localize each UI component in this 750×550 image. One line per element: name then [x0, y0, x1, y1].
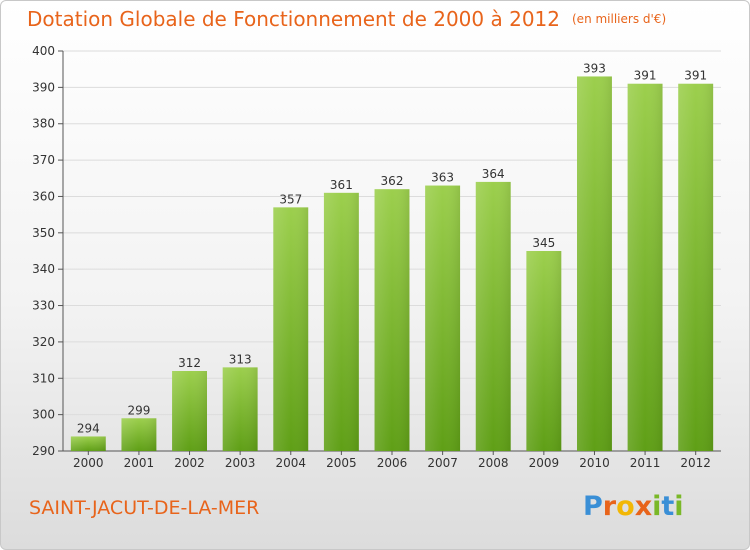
y-tick-label: 290: [32, 444, 55, 458]
y-tick-label: 350: [32, 226, 55, 240]
x-tick-label: 2001: [124, 456, 155, 470]
bar-shade: [121, 418, 157, 451]
bar-shade: [576, 76, 612, 452]
logo-letter: x: [634, 491, 653, 522]
bar-value-label: 364: [482, 167, 505, 181]
bar-shade: [172, 371, 208, 451]
logo-letter: t: [661, 491, 675, 522]
logo-letter: r: [602, 491, 617, 522]
chart-subtitle: (en milliers d'€): [572, 12, 667, 26]
bar-shade: [222, 367, 258, 451]
y-tick-label: 370: [32, 153, 55, 167]
y-tick-label: 360: [32, 189, 55, 203]
bar-shade: [627, 83, 663, 452]
y-tick-label: 310: [32, 371, 55, 385]
x-tick-label: 2006: [377, 456, 408, 470]
chart-title: Dotation Globale de Fonctionnement de 20…: [27, 7, 666, 31]
x-tick-label: 2003: [225, 456, 256, 470]
bar-shade: [323, 192, 359, 451]
x-tick-label: 2010: [579, 456, 610, 470]
bar-shade: [678, 83, 714, 452]
x-tick-label: 2004: [275, 456, 306, 470]
bar-shade: [273, 207, 309, 451]
logo-letter: i: [674, 491, 684, 522]
bar-value-label: 345: [532, 236, 555, 250]
x-tick-label: 2011: [630, 456, 661, 470]
bar-value-label: 391: [634, 69, 657, 83]
x-tick-label: 2007: [427, 456, 458, 470]
y-tick-label: 380: [32, 117, 55, 131]
proxiti-logo: Proxiti: [583, 491, 684, 522]
x-tick-label: 2012: [680, 456, 711, 470]
logo-letter: o: [616, 491, 635, 522]
bar-value-label: 361: [330, 178, 353, 192]
city-name: SAINT-JACUT-DE-LA-MER: [29, 497, 260, 519]
y-tick-label: 340: [32, 262, 55, 276]
bar-value-label: 313: [229, 352, 252, 366]
chart-title-text: Dotation Globale de Fonctionnement de 20…: [27, 7, 560, 31]
y-tick-label: 390: [32, 80, 55, 94]
bar-shade: [526, 251, 562, 451]
bar-shade: [374, 189, 410, 451]
logo-letter: i: [652, 491, 662, 522]
y-tick-label: 300: [32, 408, 55, 422]
y-tick-label: 330: [32, 299, 55, 313]
bar-shade: [70, 436, 106, 451]
bar-value-label: 357: [279, 192, 302, 206]
x-tick-label: 2000: [73, 456, 104, 470]
x-tick-label: 2008: [478, 456, 509, 470]
x-tick-label: 2002: [174, 456, 205, 470]
y-tick-label: 400: [32, 44, 55, 58]
bar-shade: [475, 181, 511, 451]
bar-value-label: 363: [431, 171, 454, 185]
bar-shade: [425, 185, 461, 451]
logo-letter: P: [583, 491, 603, 522]
bar-value-label: 299: [127, 403, 150, 417]
bar-value-label: 393: [583, 61, 606, 75]
x-tick-label: 2005: [326, 456, 357, 470]
bar-value-label: 362: [381, 174, 404, 188]
bar-value-label: 312: [178, 356, 201, 370]
x-tick-label: 2009: [529, 456, 560, 470]
y-tick-label: 320: [32, 335, 55, 349]
bar-value-label: 294: [77, 421, 100, 435]
bar-value-label: 391: [684, 69, 707, 83]
